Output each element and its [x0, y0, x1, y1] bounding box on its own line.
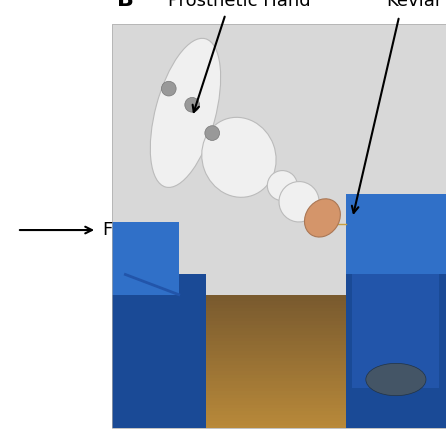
Ellipse shape — [305, 199, 340, 237]
Bar — [346, 206, 446, 428]
Bar — [112, 378, 446, 381]
Bar — [112, 322, 446, 325]
Ellipse shape — [150, 38, 221, 187]
Ellipse shape — [202, 117, 276, 197]
Bar — [352, 274, 439, 388]
Bar — [112, 311, 446, 315]
Bar — [112, 341, 446, 345]
Bar — [112, 388, 446, 391]
Text: B: B — [117, 0, 134, 10]
Bar — [112, 345, 446, 348]
Circle shape — [185, 98, 199, 112]
Circle shape — [161, 81, 176, 96]
Bar — [112, 348, 446, 351]
Bar — [112, 222, 179, 295]
Bar — [112, 295, 446, 298]
Bar — [112, 411, 446, 415]
Bar — [112, 401, 446, 405]
Bar — [112, 305, 446, 308]
Bar — [112, 361, 446, 365]
Bar — [112, 301, 446, 305]
Bar — [112, 375, 446, 378]
Ellipse shape — [279, 182, 319, 222]
Bar — [112, 24, 446, 428]
Bar — [112, 338, 446, 341]
Bar — [112, 415, 446, 418]
Bar — [112, 418, 446, 421]
Bar — [112, 24, 446, 295]
Bar — [112, 328, 446, 331]
Bar — [112, 384, 446, 388]
Bar — [112, 408, 446, 411]
Bar — [112, 331, 446, 334]
Bar — [112, 391, 446, 395]
Bar — [112, 358, 446, 361]
Bar — [112, 318, 446, 322]
Bar — [112, 315, 446, 318]
Bar — [112, 421, 446, 425]
Text: F: F — [102, 221, 112, 239]
Circle shape — [267, 170, 297, 201]
Bar — [112, 298, 446, 301]
Bar — [112, 372, 446, 375]
Bar — [112, 351, 446, 355]
Bar — [112, 395, 446, 398]
Bar — [346, 194, 446, 274]
Bar — [112, 334, 446, 338]
Text: Prosthetic Hand: Prosthetic Hand — [168, 0, 310, 10]
Bar — [112, 355, 446, 358]
Bar — [112, 325, 446, 328]
Text: Kevlar: Kevlar — [386, 0, 442, 10]
Bar — [112, 405, 446, 408]
Circle shape — [205, 126, 219, 140]
Bar — [112, 368, 446, 372]
Bar — [112, 274, 206, 428]
Bar — [112, 398, 446, 401]
Bar — [112, 308, 446, 311]
Bar — [112, 381, 446, 384]
Ellipse shape — [366, 363, 426, 396]
Bar — [112, 425, 446, 428]
Bar — [112, 365, 446, 368]
